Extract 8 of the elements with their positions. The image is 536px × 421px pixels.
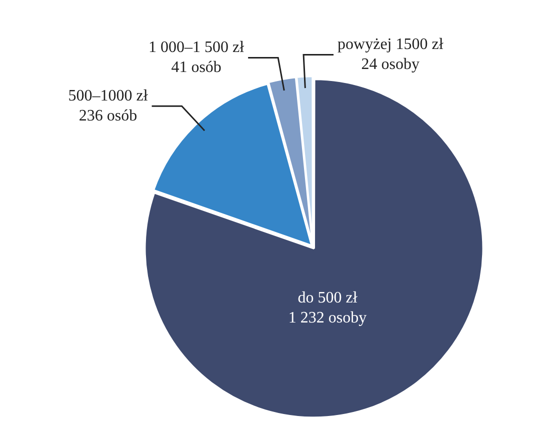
data-label: 236 osób xyxy=(78,107,138,124)
slice-label: do 500 zł xyxy=(298,290,358,307)
slice-label: 500–1000 zł xyxy=(68,87,148,104)
data-label: 41 osób xyxy=(171,58,222,76)
slice-label: powyżej 1500 zł xyxy=(338,36,444,53)
data-label: 1 232 osoby xyxy=(288,310,367,327)
data-label: 24 osoby xyxy=(361,56,420,73)
slice-label: 1 000–1 500 zł xyxy=(148,38,245,56)
